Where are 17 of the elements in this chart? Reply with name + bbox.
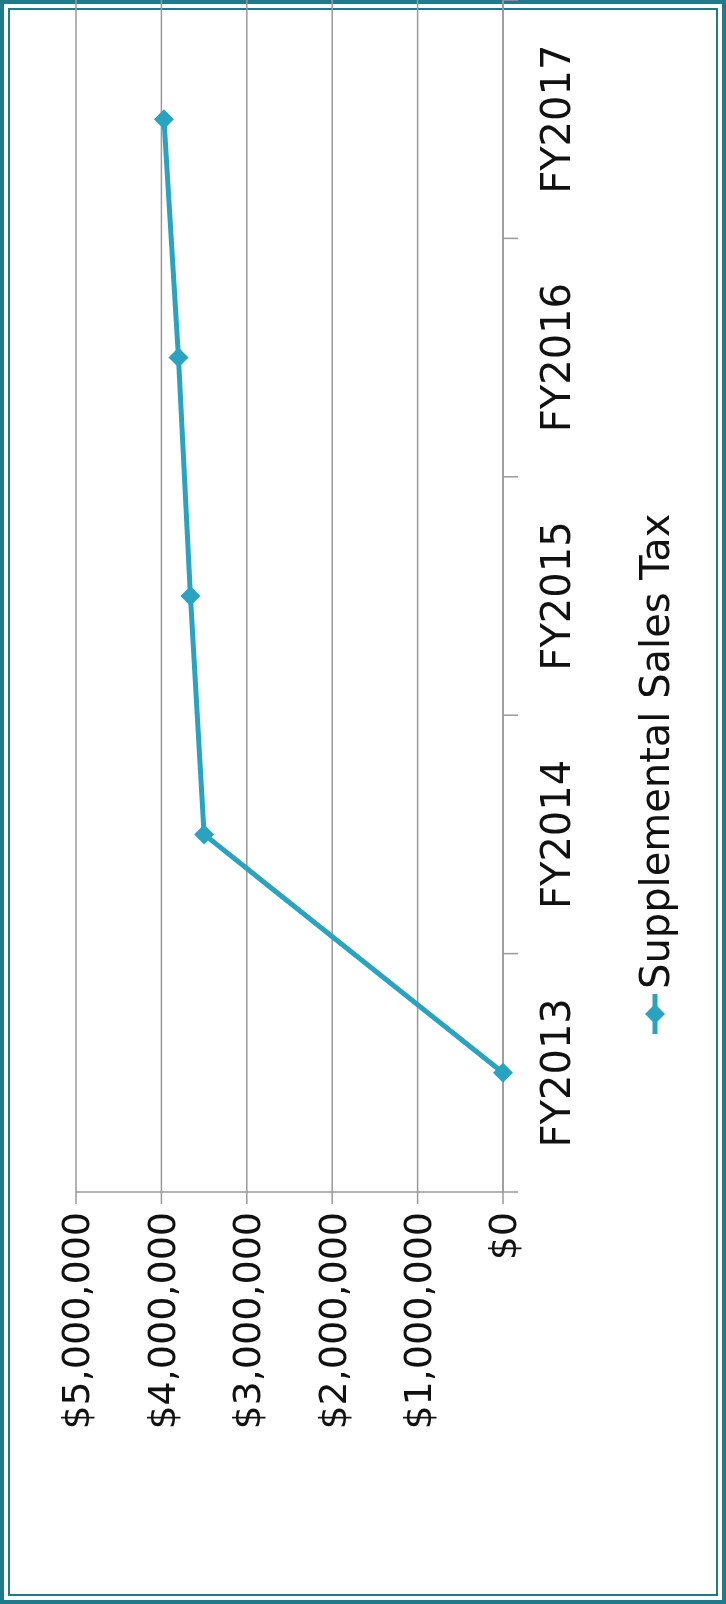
x-tick-label: $5,000,000 xyxy=(54,1212,99,1430)
x-tick-label: $4,000,000 xyxy=(139,1212,184,1430)
y-tick-label: FY2015 xyxy=(533,521,579,671)
point xyxy=(168,347,189,368)
x-tick-label: $3,000,000 xyxy=(225,1212,270,1430)
point xyxy=(194,824,215,845)
point xyxy=(180,586,201,606)
y-tick-label: FY2016 xyxy=(533,282,579,433)
point xyxy=(153,109,174,130)
point xyxy=(493,1062,513,1083)
x-tick-label: $2,000,000 xyxy=(310,1212,355,1430)
y-tick-label: FY2014 xyxy=(533,759,579,910)
y-tick-label: FY2013 xyxy=(533,998,579,1148)
y-tick-label: FY2017 xyxy=(533,44,579,194)
x-tick-label: $1,000,000 xyxy=(395,1212,440,1430)
x-tick-label: $0 xyxy=(481,1212,526,1261)
text: Supplemental Sales Tax xyxy=(632,513,678,989)
